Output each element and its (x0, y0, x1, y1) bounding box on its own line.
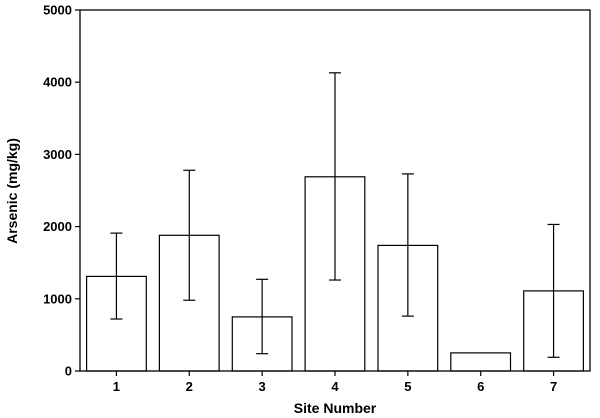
error-bar-site-3 (256, 278, 269, 355)
x-tick-label-3: 3 (259, 379, 266, 394)
y-tick-label-4000: 4000 (43, 75, 72, 90)
error-bar-site-7 (547, 223, 560, 358)
y-tick-label-0: 0 (65, 364, 72, 379)
y-tick-label-3000: 3000 (43, 147, 72, 162)
x-tick-label-1: 1 (113, 379, 120, 394)
x-tick-label-6: 6 (477, 379, 484, 394)
y-tick-label-2000: 2000 (43, 219, 72, 234)
error-bar-site-1 (110, 232, 123, 320)
x-axis-title: Site Number (294, 400, 377, 416)
y-tick-label-5000: 5000 (43, 3, 72, 18)
error-bar-site-2 (183, 169, 196, 301)
y-tick-label-1000: 1000 (43, 291, 72, 306)
x-axis: 1 2 3 4 5 6 7 (113, 371, 557, 394)
bar-site-6 (450, 352, 512, 372)
x-tick-label-7: 7 (550, 379, 557, 394)
error-bars (110, 72, 560, 358)
error-bar-site-5 (401, 173, 414, 317)
y-axis-title: Arsenic (mg/kg) (4, 138, 20, 244)
y-axis: 0 1000 2000 3000 4000 5000 (43, 3, 80, 379)
error-bar-site-4 (329, 72, 341, 281)
x-tick-label-5: 5 (404, 379, 411, 394)
x-tick-label-2: 2 (186, 379, 193, 394)
x-tick-label-4: 4 (331, 379, 339, 394)
